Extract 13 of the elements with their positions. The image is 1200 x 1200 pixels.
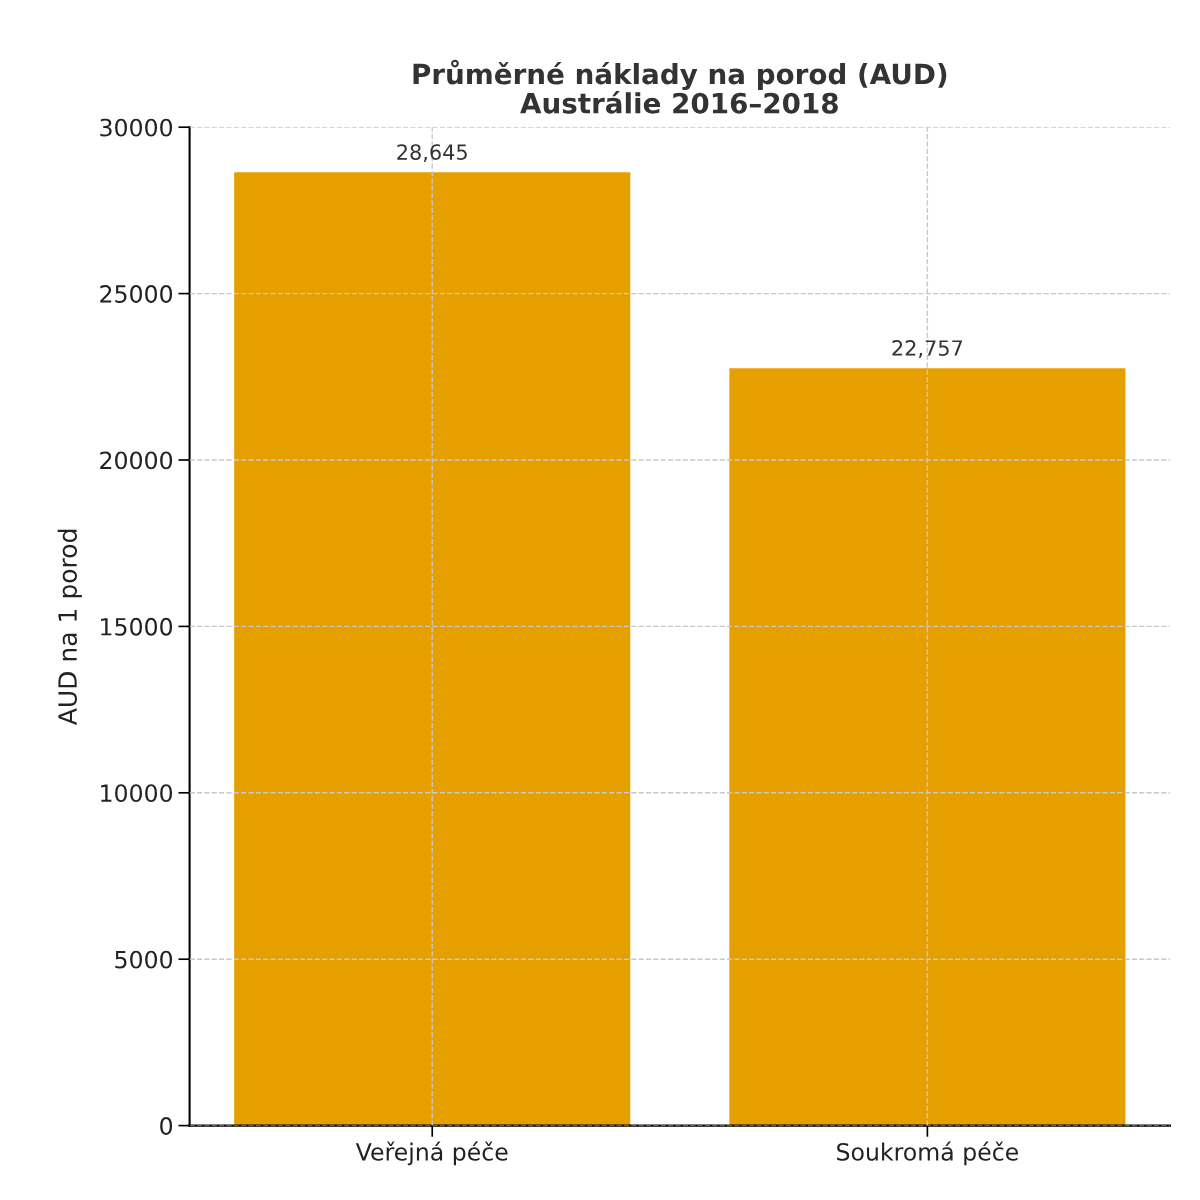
y-tick-label: 20000 <box>100 451 173 470</box>
y-tick-label: 25000 <box>100 285 173 303</box>
y-tick-label: 5000 <box>115 950 173 969</box>
x-tick-label: Soukromá péče <box>837 1141 1018 1166</box>
y-axis-title: AUD na 1 porod <box>57 529 82 726</box>
data-label: 22,757 <box>892 340 963 358</box>
y-tick-label: 15000 <box>101 617 173 636</box>
x-tick-label: Veřejná péče <box>355 1141 508 1166</box>
data-label: 28,645 <box>397 144 467 163</box>
y-tick-label: 0 <box>160 1117 173 1135</box>
y-tick-label: 10000 <box>101 784 173 803</box>
y-tick-label: 30000 <box>100 118 173 137</box>
chart-title: Průměrné náklady na porod (AUD) Austrálie 2016–2018 <box>413 59 947 114</box>
